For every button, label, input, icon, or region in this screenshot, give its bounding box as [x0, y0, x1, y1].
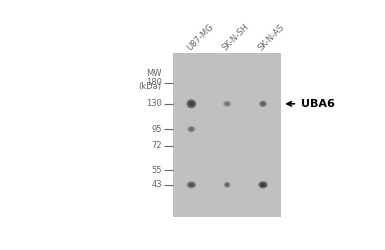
Text: 55: 55	[152, 166, 162, 174]
Ellipse shape	[187, 126, 195, 132]
Bar	[173, 53, 281, 217]
Ellipse shape	[261, 102, 264, 105]
Ellipse shape	[258, 181, 268, 188]
Text: MW: MW	[146, 70, 162, 78]
Ellipse shape	[189, 102, 193, 106]
Text: 95: 95	[152, 125, 162, 134]
Ellipse shape	[187, 182, 196, 188]
Ellipse shape	[186, 99, 196, 108]
Ellipse shape	[226, 102, 229, 105]
Ellipse shape	[225, 183, 229, 187]
Ellipse shape	[188, 101, 195, 107]
Text: UBA6: UBA6	[301, 99, 335, 109]
Ellipse shape	[190, 128, 193, 130]
Ellipse shape	[259, 100, 267, 107]
Text: U87-MG: U87-MG	[185, 22, 215, 52]
Ellipse shape	[188, 182, 194, 187]
Ellipse shape	[261, 184, 265, 186]
Ellipse shape	[226, 184, 228, 186]
Ellipse shape	[260, 102, 266, 106]
Text: (kDa): (kDa)	[139, 82, 162, 91]
Ellipse shape	[260, 182, 266, 187]
Ellipse shape	[224, 102, 230, 106]
Text: 72: 72	[151, 141, 162, 150]
Ellipse shape	[189, 127, 194, 131]
Text: 43: 43	[151, 180, 162, 189]
Text: SK-N-SH: SK-N-SH	[221, 22, 251, 52]
Ellipse shape	[224, 182, 230, 188]
Text: 180: 180	[146, 78, 162, 87]
Ellipse shape	[223, 101, 231, 107]
Text: SK-N-AS: SK-N-AS	[256, 22, 286, 52]
Text: 130: 130	[146, 99, 162, 108]
Ellipse shape	[189, 184, 193, 186]
